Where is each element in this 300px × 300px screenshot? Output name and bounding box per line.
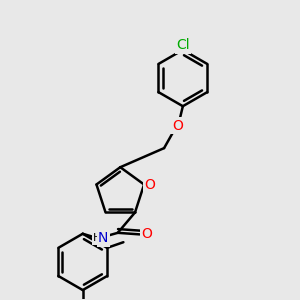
Text: O: O — [172, 118, 183, 133]
Text: N: N — [98, 232, 108, 245]
Text: O: O — [144, 178, 155, 191]
Text: Cl: Cl — [176, 38, 190, 52]
Text: O: O — [141, 227, 152, 241]
Text: H: H — [93, 233, 101, 244]
